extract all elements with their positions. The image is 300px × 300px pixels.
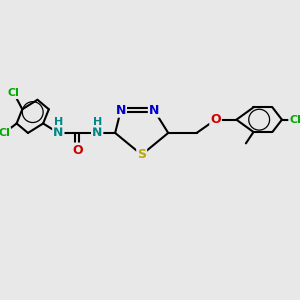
- Text: Cl: Cl: [8, 88, 20, 98]
- Text: N: N: [53, 126, 64, 140]
- Text: O: O: [72, 143, 83, 157]
- Text: N: N: [116, 104, 126, 117]
- Text: Cl: Cl: [289, 115, 300, 125]
- Text: H: H: [92, 117, 102, 127]
- Text: S: S: [137, 148, 146, 161]
- Text: O: O: [210, 113, 221, 126]
- Text: Cl: Cl: [0, 128, 10, 138]
- Text: H: H: [54, 117, 63, 127]
- Text: N: N: [149, 104, 159, 117]
- Text: N: N: [92, 126, 102, 140]
